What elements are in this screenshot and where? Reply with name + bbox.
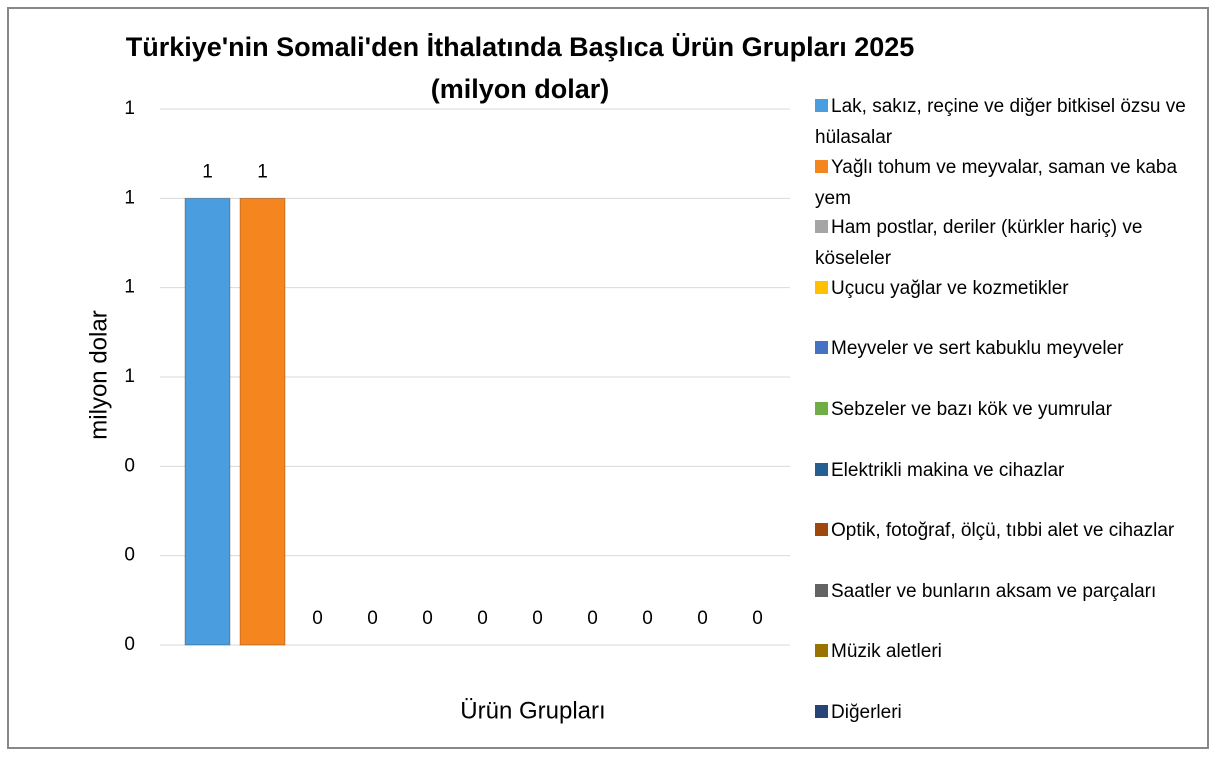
legend-entry: Optik, fotoğraf, ölçü, tıbbi alet ve cih… xyxy=(815,515,1200,546)
legend-entry: Meyveler ve sert kabuklu meyveler xyxy=(815,333,1200,364)
legend-swatch xyxy=(815,705,828,718)
legend-label: Saatler ve bunların aksam ve parçaları xyxy=(831,580,1157,602)
data-label: 0 xyxy=(422,608,433,629)
legend-entry: Lak, sakız, reçine ve diğer bitkisel özs… xyxy=(815,91,1200,153)
legend-entry: Ham postlar, deriler (kürkler hariç) ve … xyxy=(815,212,1200,274)
legend-label: Ham postlar, deriler (kürkler hariç) ve … xyxy=(815,217,1143,270)
legend-label: Meyveler ve sert kabuklu meyveler xyxy=(831,338,1124,360)
legend-label: Elektrikli makina ve cihazlar xyxy=(831,459,1065,481)
legend-swatch xyxy=(815,644,828,658)
legend-swatch xyxy=(815,280,828,294)
y-axis-title: milyon dolar xyxy=(85,310,112,439)
data-label: 0 xyxy=(367,608,378,629)
legend-entry: Elektrikli makina ve cihazlar xyxy=(815,455,1200,486)
bar xyxy=(184,197,231,646)
legend-label: Sebzeler ve bazı kök ve yumrular xyxy=(831,399,1112,420)
data-label: 0 xyxy=(697,608,708,629)
legend-entry: Müzik aletleri xyxy=(815,636,1200,667)
legend-label: Uçucu yağlar ve kozmetikler xyxy=(831,277,1069,299)
legend-entry: Diğerleri xyxy=(815,697,1200,728)
data-label: 1 xyxy=(202,161,213,182)
legend-swatch xyxy=(815,220,828,234)
data-label: 0 xyxy=(642,608,653,629)
legend-swatch xyxy=(815,523,828,537)
legend-entry: Sebzeler ve bazı kök ve yumrular xyxy=(815,394,1200,425)
legend-entry: Saatler ve bunların aksam ve parçaları xyxy=(815,576,1200,607)
x-axis-title: Ürün Grupları xyxy=(460,697,605,724)
y-tick-label: 0 xyxy=(124,545,135,566)
y-tick-label: 0 xyxy=(124,634,135,655)
legend-entry: Yağlı tohum ve meyvalar, saman ve kaba y… xyxy=(815,152,1200,214)
legend-swatch xyxy=(815,99,828,112)
legend-entry: Uçucu yağlar ve kozmetikler xyxy=(815,273,1200,304)
legend-label: Optik, fotoğraf, ölçü, tıbbi alet ve cih… xyxy=(831,520,1175,542)
y-tick-label: 1 xyxy=(124,98,135,119)
legend-swatch xyxy=(815,462,828,476)
data-label: 0 xyxy=(312,608,323,629)
legend-swatch xyxy=(815,402,828,415)
data-label: 1 xyxy=(257,161,268,182)
y-tick-label: 1 xyxy=(124,366,135,387)
legend-label: Lak, sakız, reçine ve diğer bitkisel özs… xyxy=(815,96,1186,148)
data-label: 0 xyxy=(587,608,598,629)
y-tick-label: 1 xyxy=(124,187,135,208)
bar xyxy=(239,197,286,646)
legend-label: Diğerleri xyxy=(831,702,902,723)
legend-swatch xyxy=(815,159,828,173)
y-tick-label: 1 xyxy=(124,277,135,298)
y-tick-label: 0 xyxy=(124,455,135,476)
data-label: 0 xyxy=(752,608,763,629)
data-label: 0 xyxy=(532,608,543,629)
data-label: 0 xyxy=(477,608,488,629)
legend-label: Müzik aletleri xyxy=(831,641,942,663)
chart-title: Türkiye'nin Somali'den İthalatında Başlı… xyxy=(125,32,915,104)
legend-swatch xyxy=(815,341,828,355)
legend-swatch xyxy=(815,583,828,597)
legend-label: Yağlı tohum ve meyvalar, saman ve kaba y… xyxy=(815,156,1178,209)
